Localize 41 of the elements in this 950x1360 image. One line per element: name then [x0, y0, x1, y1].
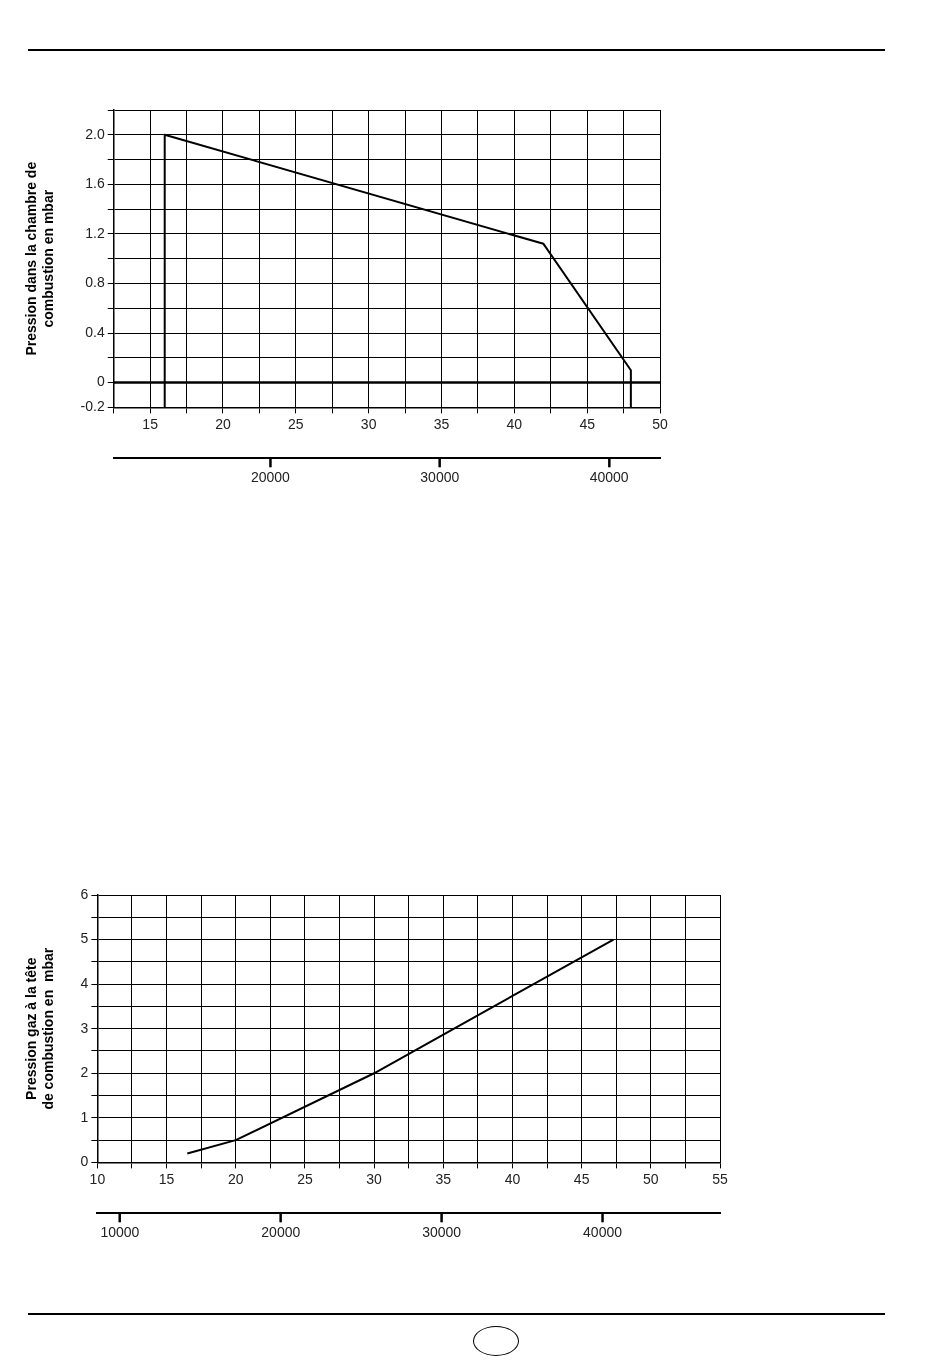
x-tick-label: 20	[215, 415, 231, 432]
x-tick-label: 30	[360, 415, 377, 432]
x-tick-label: 25	[297, 1170, 313, 1187]
y-tick-label: 0	[96, 373, 105, 390]
y-tick-label: -0.2	[80, 398, 105, 415]
x-tick-label: 50	[652, 415, 668, 432]
y-tick-label: 2	[80, 1064, 89, 1081]
y-tick-label: 1	[80, 1108, 89, 1125]
x-tick-label: 25	[288, 415, 304, 432]
x-tick-label: 15	[158, 1170, 175, 1187]
x2-tick-label: 20000	[250, 469, 291, 486]
x-tick-label: 35	[435, 1170, 452, 1187]
y-axis-title: Pression dans la chambre de combustion en mbar	[23, 161, 57, 356]
x2-tick-label: 10000	[100, 1224, 140, 1241]
x2-tick-label: 30000	[420, 469, 460, 486]
x-tick-label: 55	[712, 1170, 728, 1187]
x2-tick-label: 40000	[589, 469, 629, 486]
x2-tick-label: 20000	[261, 1224, 301, 1241]
x-tick-label: 30	[366, 1170, 383, 1187]
y-tick-label: 1.2	[85, 224, 105, 241]
x-tick-label: 50	[643, 1170, 659, 1187]
x2-tick-label: 30000	[422, 1224, 462, 1241]
x-tick-label: 40	[506, 415, 523, 432]
y-tick-label: 2.0	[85, 125, 105, 142]
x-tick-label: 45	[579, 415, 596, 432]
y-tick-label: 5	[80, 930, 89, 947]
x-tick-label: 10	[89, 1170, 106, 1187]
y-tick-label: 4	[80, 974, 89, 991]
y-tick-label: 0.8	[85, 274, 105, 291]
y-tick-label: 6	[80, 885, 89, 902]
y-axis-title: Pression gaz à la tête de combustion en mbar	[23, 947, 57, 1110]
x-tick-label: 35	[433, 415, 450, 432]
y-tick-label: 1.6	[85, 175, 105, 192]
x-tick-label: 40	[504, 1170, 521, 1187]
y-tick-label: 0	[80, 1153, 89, 1170]
x-tick-label: 45	[573, 1170, 590, 1187]
x-tick-label: 20	[227, 1170, 244, 1187]
x-tick-label: 15	[142, 415, 159, 432]
y-tick-label: 3	[80, 1019, 89, 1036]
x2-tick-label: 40000	[583, 1224, 623, 1241]
y-tick-label: 0.4	[85, 323, 105, 340]
